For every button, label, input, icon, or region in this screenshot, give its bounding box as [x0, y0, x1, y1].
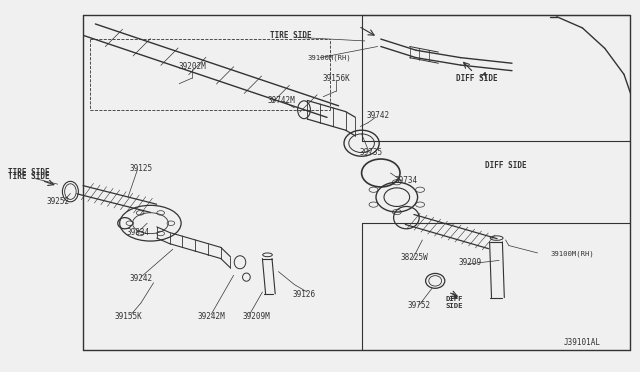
Text: 39126: 39126: [292, 290, 316, 299]
Ellipse shape: [490, 236, 503, 240]
Text: 39100M(RH): 39100M(RH): [308, 54, 351, 61]
Text: 39742M: 39742M: [268, 96, 296, 105]
Text: 39252: 39252: [46, 197, 69, 206]
Text: 38225W: 38225W: [401, 253, 429, 262]
Text: 39100M(RH): 39100M(RH): [550, 250, 594, 257]
Ellipse shape: [262, 253, 273, 257]
Text: 39209M: 39209M: [242, 312, 270, 321]
Text: 39155K: 39155K: [114, 312, 142, 321]
Text: 39156K: 39156K: [322, 74, 350, 83]
Text: 39734: 39734: [395, 176, 418, 185]
Text: DIFF
SIDE: DIFF SIDE: [445, 296, 463, 308]
Text: DIFF SIDE: DIFF SIDE: [456, 74, 498, 83]
Text: TIRE SIDE: TIRE SIDE: [8, 169, 50, 177]
Text: 39242: 39242: [129, 274, 152, 283]
Text: J39101AL: J39101AL: [564, 338, 601, 347]
Text: 39742: 39742: [366, 111, 389, 120]
Text: 39125: 39125: [129, 164, 152, 173]
Text: 39834: 39834: [126, 228, 149, 237]
Text: TIRE SIDE: TIRE SIDE: [8, 172, 50, 181]
Text: 39209: 39209: [459, 258, 482, 267]
Text: TIRE SIDE: TIRE SIDE: [270, 31, 312, 40]
Text: 39735: 39735: [360, 148, 383, 157]
Text: 39202M: 39202M: [178, 62, 206, 71]
Text: DIFF SIDE: DIFF SIDE: [484, 161, 527, 170]
Text: 39242M: 39242M: [197, 312, 225, 321]
Text: 39752: 39752: [408, 301, 431, 310]
